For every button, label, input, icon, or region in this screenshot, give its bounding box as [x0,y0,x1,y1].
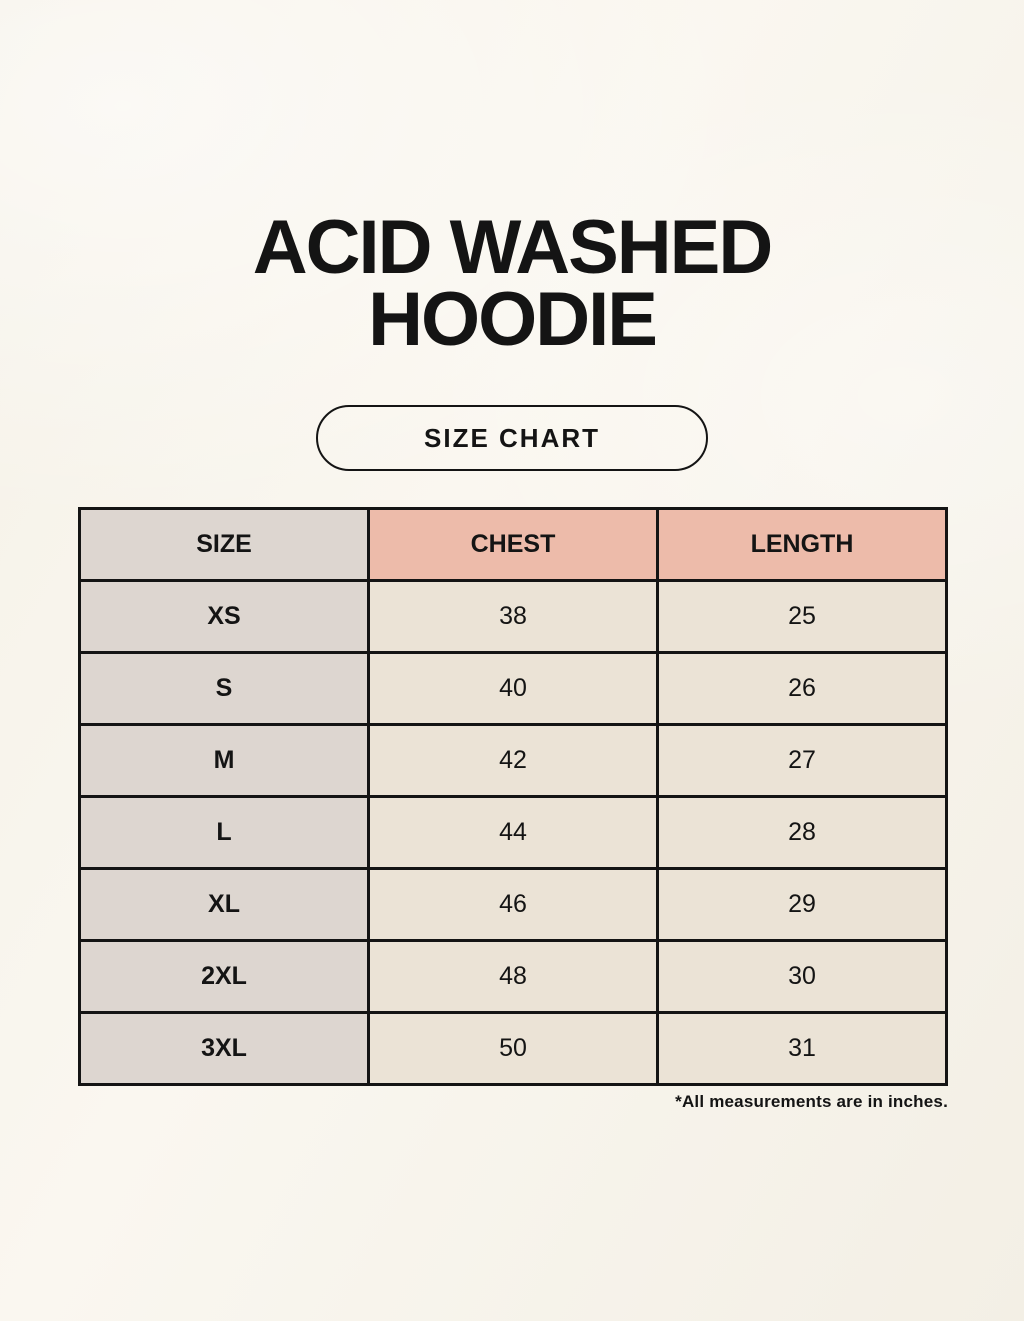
table-row: S 40 26 [78,651,948,726]
length-value-cell: 29 [656,867,948,942]
size-label-cell: S [78,651,370,726]
table-header-row: SIZE CHEST LENGTH [78,507,948,582]
chest-value-cell: 42 [367,723,659,798]
chest-value-cell: 44 [367,795,659,870]
length-value-cell: 31 [656,1011,948,1086]
page-title-line2: HOODIE [368,277,658,362]
size-label-cell: XS [78,579,370,654]
column-header-size: SIZE [78,507,370,582]
table-row: 3XL 50 31 [78,1011,948,1086]
table-row: XS 38 25 [78,579,948,654]
chest-value-cell: 46 [367,867,659,942]
chest-value-cell: 50 [367,1011,659,1086]
table-row: L 44 28 [78,795,948,870]
chest-value-cell: 38 [367,579,659,654]
size-chart-badge: SIZE CHART [316,405,708,471]
size-label-cell: XL [78,867,370,942]
size-label-cell: L [78,795,370,870]
chest-value-cell: 40 [367,651,659,726]
table-row: M 42 27 [78,723,948,798]
size-label-cell: 3XL [78,1011,370,1086]
size-table-container: SIZE CHEST LENGTH XS 38 25 S 40 26 M 42 27 L 44 28 XL 4… [78,507,948,1086]
length-value-cell: 27 [656,723,948,798]
length-value-cell: 28 [656,795,948,870]
column-header-length: LENGTH [656,507,948,582]
size-table: SIZE CHEST LENGTH XS 38 25 S 40 26 M 42 27 L 44 28 XL 4… [78,507,948,1086]
length-value-cell: 25 [656,579,948,654]
size-chart-badge-label: SIZE CHART [424,422,600,453]
measurements-footnote: *All measurements are in inches. [675,1092,948,1111]
length-value-cell: 30 [656,939,948,1014]
size-label-cell: M [78,723,370,798]
length-value-cell: 26 [656,651,948,726]
table-row: XL 46 29 [78,867,948,942]
table-row: 2XL 48 30 [78,939,948,1014]
page-title: ACID WASHED HOODIE [0,210,1024,358]
chest-value-cell: 48 [367,939,659,1014]
page-title-line1: ACID WASHED [252,205,773,290]
column-header-chest: CHEST [367,507,659,582]
size-label-cell: 2XL [78,939,370,1014]
